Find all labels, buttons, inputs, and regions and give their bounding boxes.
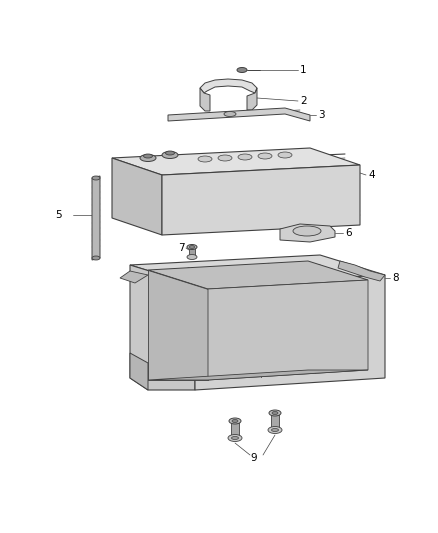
Ellipse shape [229, 418, 241, 424]
Polygon shape [148, 370, 368, 380]
Ellipse shape [232, 437, 239, 440]
Ellipse shape [166, 151, 174, 155]
Polygon shape [189, 247, 195, 257]
Polygon shape [338, 261, 385, 281]
Polygon shape [148, 270, 208, 380]
Text: 5: 5 [55, 210, 62, 220]
Text: 2: 2 [300, 96, 307, 106]
Ellipse shape [269, 410, 281, 416]
Polygon shape [92, 176, 100, 260]
Text: 3: 3 [318, 110, 325, 120]
Ellipse shape [218, 155, 232, 161]
Text: 8: 8 [392, 273, 399, 283]
Polygon shape [148, 261, 368, 289]
Ellipse shape [272, 429, 279, 432]
Polygon shape [195, 275, 385, 390]
Ellipse shape [224, 111, 236, 117]
Polygon shape [200, 88, 210, 111]
Text: 7: 7 [178, 243, 185, 253]
Polygon shape [271, 413, 279, 430]
Text: 1: 1 [300, 65, 307, 75]
Polygon shape [112, 158, 162, 235]
Polygon shape [162, 165, 360, 235]
Text: 4: 4 [368, 170, 374, 180]
Polygon shape [130, 265, 195, 390]
Ellipse shape [293, 226, 321, 236]
Ellipse shape [268, 426, 282, 433]
Ellipse shape [278, 152, 292, 158]
Ellipse shape [92, 256, 100, 260]
Polygon shape [168, 108, 310, 121]
Polygon shape [208, 280, 368, 380]
Polygon shape [112, 148, 360, 175]
Ellipse shape [232, 419, 238, 423]
Polygon shape [231, 421, 239, 438]
Ellipse shape [140, 155, 156, 161]
Ellipse shape [228, 434, 242, 441]
Polygon shape [120, 271, 148, 283]
Text: 9: 9 [250, 453, 257, 463]
Ellipse shape [144, 154, 152, 158]
Ellipse shape [198, 156, 212, 162]
Polygon shape [280, 224, 335, 242]
Text: 6: 6 [345, 228, 352, 238]
Ellipse shape [162, 151, 178, 158]
Polygon shape [200, 79, 257, 93]
Ellipse shape [238, 154, 252, 160]
Ellipse shape [187, 254, 197, 260]
Ellipse shape [92, 176, 100, 180]
Ellipse shape [258, 153, 272, 159]
Ellipse shape [272, 411, 278, 415]
Polygon shape [130, 255, 385, 285]
Ellipse shape [187, 245, 197, 249]
Ellipse shape [237, 68, 247, 72]
Ellipse shape [190, 246, 194, 248]
Polygon shape [130, 353, 148, 390]
Polygon shape [247, 88, 257, 110]
